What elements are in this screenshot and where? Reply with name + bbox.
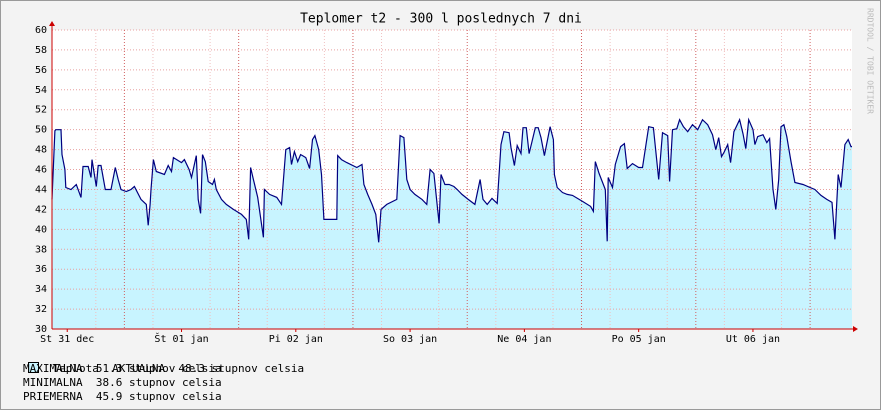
y-tick-label: 30 <box>35 324 47 335</box>
legend-stats: MAXIMALNA 51.3 stupnov celsia MINIMALNA 3… <box>23 362 222 404</box>
y-tick-label: 38 <box>35 244 47 255</box>
x-tick-label: Ne 04 jan <box>497 334 551 345</box>
y-tick-label: 32 <box>35 304 47 315</box>
y-tick-label: 44 <box>35 184 47 195</box>
x-tick-label: St 31 dec <box>40 334 94 345</box>
legend-label: Teplota <box>52 362 99 375</box>
legend-stat: MINIMALNA 38.6 stupnov celsia <box>23 376 222 389</box>
axis-arrow <box>49 21 55 26</box>
y-tick-label: 46 <box>35 165 47 176</box>
y-tick-label: 40 <box>35 224 47 235</box>
legend: Teplota AKTUALNA 48.3 stupnov celsia <box>15 348 304 376</box>
legend-swatch <box>28 362 40 373</box>
x-tick-label: Št 01 jan <box>154 332 208 345</box>
area <box>52 119 852 329</box>
y-tick-label: 60 <box>35 25 47 36</box>
line <box>51 117 852 243</box>
y-tick-label: 52 <box>35 105 47 116</box>
watermark: RRDTOOL / TOBI OETIKER <box>866 8 875 114</box>
y-tick-label: 56 <box>35 65 47 76</box>
y-tick-label: 42 <box>35 204 47 215</box>
y-tick-label: 34 <box>35 284 47 295</box>
x-tick-label: So 03 jan <box>383 334 437 345</box>
x-tick-label: Ut 06 jan <box>726 334 780 345</box>
y-tick-label: 48 <box>35 145 47 156</box>
y-tick-label: 54 <box>35 85 47 96</box>
y-tick-label: 50 <box>35 125 47 136</box>
y-tick-label: 36 <box>35 264 47 275</box>
x-tick-label: Pi 02 jan <box>269 334 323 345</box>
axis-arrow <box>853 326 858 332</box>
x-tick-label: Po 05 jan <box>612 334 666 345</box>
legend-stat: AKTUALNA 48.3 stupnov celsia <box>112 362 305 375</box>
y-tick-label: 58 <box>35 45 47 56</box>
legend-stat: MAXIMALNA 51.3 stupnov celsia <box>23 362 222 375</box>
legend-stat: PRIEMERNA 45.9 stupnov celsia <box>23 390 222 403</box>
chart-title: Teplomer t2 - 300 l poslednych 7 dni <box>300 12 582 27</box>
